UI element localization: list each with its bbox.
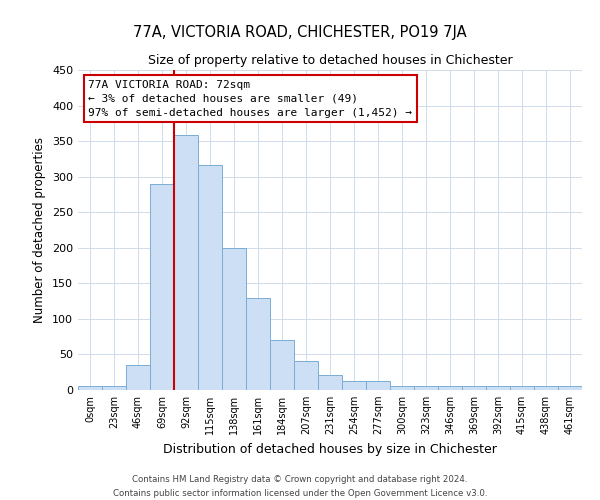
Bar [366,381,390,390]
Bar [558,386,582,390]
Bar [150,184,174,390]
Bar [318,375,342,390]
Bar [294,361,318,390]
Bar [510,386,534,390]
Text: 77A, VICTORIA ROAD, CHICHESTER, PO19 7JA: 77A, VICTORIA ROAD, CHICHESTER, PO19 7JA [133,25,467,40]
Y-axis label: Number of detached properties: Number of detached properties [34,137,46,323]
Bar [390,386,414,390]
Bar [78,386,102,390]
Bar [102,386,126,390]
Title: Size of property relative to detached houses in Chichester: Size of property relative to detached ho… [148,54,512,68]
Bar [270,340,294,390]
Bar [438,386,462,390]
X-axis label: Distribution of detached houses by size in Chichester: Distribution of detached houses by size … [163,442,497,456]
Bar [126,365,150,390]
Bar [414,386,438,390]
Bar [246,298,270,390]
Bar [174,136,198,390]
Text: Contains HM Land Registry data © Crown copyright and database right 2024.
Contai: Contains HM Land Registry data © Crown c… [113,476,487,498]
Text: 77A VICTORIA ROAD: 72sqm
← 3% of detached houses are smaller (49)
97% of semi-de: 77A VICTORIA ROAD: 72sqm ← 3% of detache… [88,80,412,118]
Bar [462,386,486,390]
Bar [534,386,558,390]
Bar [486,386,510,390]
Bar [198,164,222,390]
Bar [222,248,246,390]
Bar [342,381,366,390]
